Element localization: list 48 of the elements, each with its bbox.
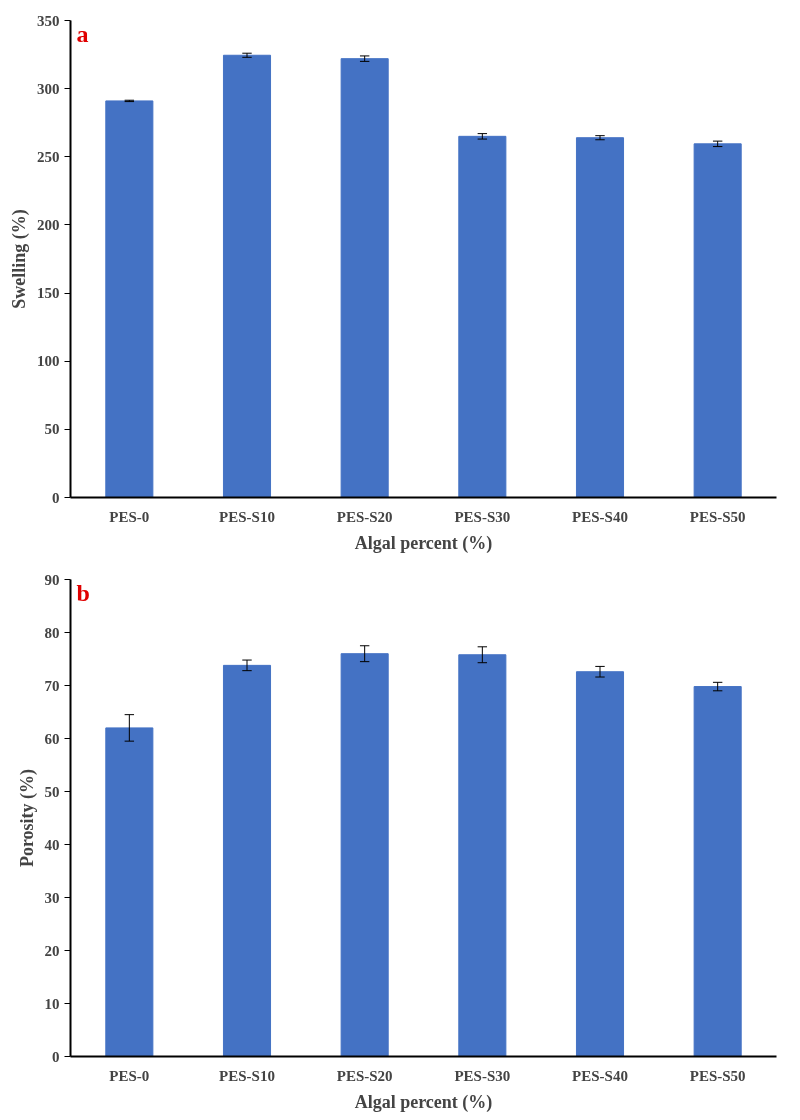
y-axis-title: Porosity (%) — [16, 768, 38, 868]
y-tick-label: 70 — [44, 677, 60, 694]
x-axis-title: Algal percent (%) — [354, 1091, 493, 1113]
y-tick-label: 40 — [44, 836, 60, 853]
bar — [575, 671, 625, 1057]
y-tick-label: 90 — [44, 571, 60, 588]
x-tick-label: PES-S30 — [454, 1067, 511, 1084]
x-tick-label: PES-S50 — [689, 1067, 746, 1084]
bar — [222, 664, 272, 1057]
x-tick-label: PES-0 — [109, 1067, 150, 1084]
y-tick-label: 80 — [44, 624, 60, 641]
y-tick-label: 100 — [37, 353, 60, 370]
y-tick-label: 0 — [52, 489, 60, 506]
y-tick-label: 50 — [44, 421, 60, 438]
x-tick-label: PES-S20 — [336, 1067, 393, 1084]
x-tick-label: PES-S30 — [454, 508, 511, 525]
x-tick-label: PES-S10 — [219, 1067, 275, 1084]
y-axis-title: Swelling (%) — [9, 209, 30, 309]
bar — [693, 686, 742, 1057]
x-tick-label: PES-S10 — [219, 508, 275, 525]
annotation: b — [76, 579, 90, 606]
bar — [575, 137, 625, 498]
y-tick-label: 150 — [37, 285, 60, 302]
bar — [458, 654, 507, 1057]
bar — [458, 135, 507, 498]
y-tick-label: 20 — [44, 942, 60, 959]
bar — [693, 143, 742, 498]
y-tick-label: 350 — [37, 12, 60, 29]
y-tick-label: 50 — [44, 783, 60, 800]
x-axis-title: Algal percent (%) — [354, 532, 493, 554]
bar — [340, 58, 389, 498]
x-tick-label: PES-S20 — [336, 508, 393, 525]
x-tick-label: PES-S40 — [572, 1067, 628, 1084]
x-tick-label: PES-0 — [109, 508, 150, 525]
y-tick-label: 0 — [52, 1048, 60, 1065]
y-tick-label: 300 — [37, 80, 60, 97]
y-tick-label: 60 — [44, 730, 60, 747]
annotation: a — [76, 20, 89, 47]
x-tick-label: PES-S50 — [689, 508, 746, 525]
y-tick-label: 250 — [37, 148, 60, 165]
y-tick-label: 30 — [44, 889, 60, 906]
bar — [222, 54, 272, 498]
y-tick-label: 10 — [44, 995, 60, 1012]
bar — [340, 653, 389, 1057]
x-tick-label: PES-S40 — [572, 508, 628, 525]
y-tick-label: 200 — [37, 216, 60, 233]
bar — [105, 727, 154, 1057]
bar — [105, 100, 154, 498]
